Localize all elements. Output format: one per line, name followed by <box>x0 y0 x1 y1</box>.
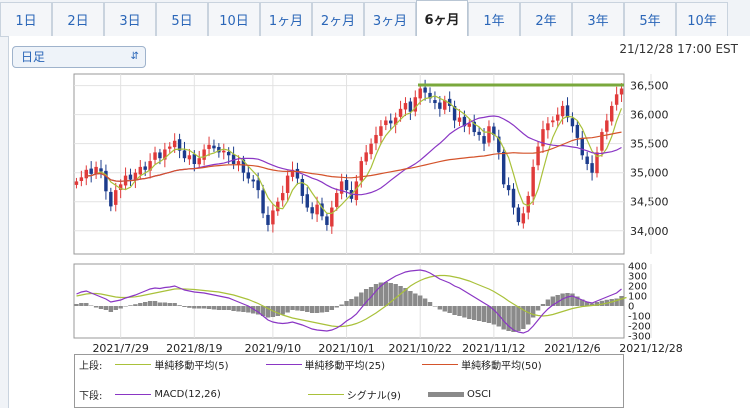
legend-item-sma5: 単純移動平均(5) <box>112 357 229 372</box>
tab-3[interactable]: 5日 <box>156 2 208 36</box>
legend-item-sma50: 単純移動平均(50) <box>419 357 542 372</box>
legend-swatch-signal <box>307 393 344 395</box>
candle-period-select[interactable]: 日足 ⇵ <box>12 46 146 68</box>
legend-lower-label: 下段: <box>79 390 103 402</box>
legend-label-macd: MACD(12,26) <box>154 388 221 400</box>
chart-legend: 上段: 単純移動平均(5) 単純移動平均(25) 単純移動平均(50) 下段: … <box>74 354 624 408</box>
legend-item-signal: シグナル(9) <box>305 387 401 402</box>
legend-item-sma25: 単純移動平均(25) <box>263 357 386 372</box>
timestamp: 21/12/28 17:00 EST <box>619 42 738 56</box>
up-down-chevron-icon: ⇵ <box>130 51 139 62</box>
legend-label-sma25: 単純移動平均(25) <box>304 360 386 372</box>
period-tabs: 1日 2日 3日 5日 10日 1ヶ月 2ヶ月 3ヶ月 6ヶ月 1年 2年 3年 5年 10年 <box>0 0 750 37</box>
legend-label-sma5: 単純移動平均(5) <box>154 360 229 372</box>
legend-swatch-sma25 <box>265 363 302 365</box>
legend-label-osci: OSCI <box>466 388 492 400</box>
legend-swatch-osci <box>427 391 464 397</box>
tab-1[interactable]: 2日 <box>52 2 104 36</box>
tab-0[interactable]: 1日 <box>0 2 52 36</box>
legend-swatch-macd <box>115 393 152 395</box>
tab-13[interactable]: 10年 <box>676 2 728 36</box>
legend-item-osci: OSCI <box>425 389 491 400</box>
tab-9[interactable]: 1年 <box>468 2 520 36</box>
tab-11[interactable]: 3年 <box>572 2 624 36</box>
tab-7[interactable]: 3ヶ月 <box>364 2 416 36</box>
tab-8[interactable]: 6ヶ月 <box>416 0 468 36</box>
legend-upper-label: 上段: <box>79 360 103 372</box>
legend-label-signal: シグナル(9) <box>346 390 401 402</box>
tab-4[interactable]: 10日 <box>208 2 260 36</box>
candle-period-value: 日足 <box>21 50 46 64</box>
legend-item-macd: MACD(12,26) <box>112 388 221 400</box>
tab-10[interactable]: 2年 <box>520 2 572 36</box>
tab-12[interactable]: 5年 <box>624 2 676 36</box>
legend-swatch-sma50 <box>422 363 459 365</box>
legend-upper-row: 上段: 単純移動平均(5) 単純移動平均(25) 単純移動平均(50) <box>79 357 556 372</box>
legend-lower-row: 下段: MACD(12,26) シグナル(9) OSCI <box>79 387 505 402</box>
tab-6[interactable]: 2ヶ月 <box>312 2 364 36</box>
tab-2[interactable]: 3日 <box>104 2 156 36</box>
tab-5[interactable]: 1ヶ月 <box>260 2 312 36</box>
legend-swatch-sma5 <box>115 363 152 365</box>
legend-label-sma50: 単純移動平均(50) <box>461 360 542 372</box>
chart-panel <box>8 36 750 408</box>
